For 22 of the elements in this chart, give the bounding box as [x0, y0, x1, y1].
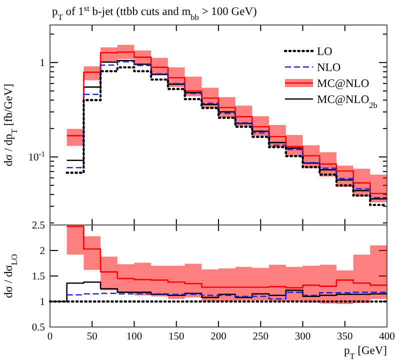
x-tick-label: 250: [252, 331, 268, 342]
y-tick-label: 10$^{-1}$: [28, 148, 46, 164]
x-tick-label: 300: [294, 331, 311, 342]
y-tick-label: 2: [40, 246, 45, 257]
x-tick-label: 150: [168, 331, 184, 342]
x-tick-label: 200: [210, 331, 226, 342]
x-tick-label: 50: [86, 331, 98, 342]
legend-label: NLO: [317, 62, 341, 74]
legend-label: MC@NLO$_{2b}$: [317, 94, 378, 110]
y-tick-label: 1.5: [32, 271, 45, 282]
legend-label: LO: [317, 46, 332, 58]
y-tick-label: 1: [40, 296, 45, 308]
x-tick-label: 350: [337, 331, 353, 342]
y-tick-label: 0.5: [32, 322, 45, 334]
chart-title: p$_{T}$ of 1$^{st}$ b-jet (ttbb cuts and m$_{bb}$ > 100 GeV): [52, 4, 258, 22]
y-tick-label: 2.5: [32, 220, 45, 232]
x-tick-label: 400: [379, 331, 395, 342]
x-tick-label: 100: [126, 331, 142, 342]
y-tick-label: 1: [40, 58, 45, 69]
legend-label: MC@NLO: [317, 78, 370, 90]
x-tick-label: 0: [47, 331, 53, 342]
x-axis-title: p$_{T}$ [GeV]: [344, 345, 387, 360]
